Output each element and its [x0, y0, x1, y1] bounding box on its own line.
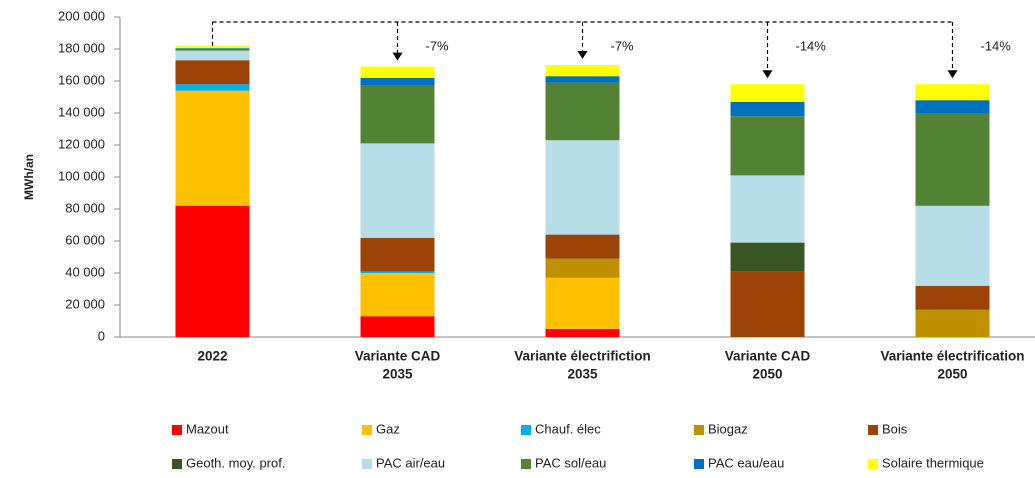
annotation: -14%: [796, 38, 827, 53]
bar-segment: [360, 273, 435, 317]
bar-segment: [175, 90, 250, 206]
bar-segment: [730, 242, 805, 272]
legend-label: Bois: [882, 421, 908, 436]
x-tick-label: 2035: [382, 367, 413, 382]
y-tick-label: 180 000: [58, 40, 105, 55]
legend-label: Solaire thermique: [882, 455, 984, 470]
bar-segment: [545, 277, 620, 329]
bar-segment: [360, 316, 435, 337]
bar-segment: [730, 271, 805, 337]
legend-swatch: [172, 459, 182, 469]
x-tick-label: Variante CAD: [355, 349, 441, 364]
y-tick-label: 100 000: [58, 168, 105, 183]
legend-label: Mazout: [186, 421, 229, 436]
legend-label: Geoth. moy. prof.: [186, 455, 285, 470]
x-tick-label: Variante électrifiction: [514, 349, 651, 364]
bar-segment: [915, 84, 990, 101]
y-tick-label: 140 000: [58, 104, 105, 119]
legend-swatch: [362, 425, 372, 435]
bar-segment: [175, 50, 250, 61]
arrow-head: [392, 52, 403, 61]
legend-swatch: [521, 459, 531, 469]
legend-label: Gaz: [376, 421, 400, 436]
annotation: -7%: [611, 38, 635, 53]
legend-label: Chauf. élec: [535, 421, 601, 436]
bar-segment: [915, 100, 990, 113]
bar-segment: [730, 84, 805, 102]
bar-segment: [360, 271, 435, 273]
legend-label: PAC air/eau: [376, 455, 445, 470]
bar-segment: [175, 84, 250, 91]
bar-segment: [730, 175, 805, 243]
bar-segment: [915, 205, 990, 286]
x-tick-label: 2050: [752, 367, 782, 382]
y-tick-label: 80 000: [65, 200, 105, 215]
legend-swatch: [868, 425, 878, 435]
bar-segment: [360, 143, 435, 238]
bar-segment: [175, 205, 250, 337]
bar-segment: [915, 113, 990, 206]
arrow-head: [762, 70, 773, 79]
arrow-head: [947, 70, 958, 79]
arrow-head: [577, 51, 588, 59]
bar-segment: [545, 329, 620, 337]
legend-label: PAC eau/eau: [708, 455, 784, 470]
bar-segment: [360, 66, 435, 78]
bar-segment: [360, 77, 435, 86]
x-tick-label: Variante CAD: [725, 349, 811, 364]
legend-label: Biogaz: [708, 421, 748, 436]
x-tick-label: 2022: [197, 349, 227, 364]
bar-segment: [545, 82, 620, 141]
legend-swatch: [521, 425, 531, 435]
y-tick-label: 0: [98, 328, 105, 343]
legend-swatch: [172, 425, 182, 435]
bar-segment: [915, 309, 990, 337]
x-tick-label: 2035: [567, 367, 598, 382]
y-tick-label: 60 000: [65, 232, 105, 247]
bar-segment: [175, 49, 250, 51]
y-tick-label: 40 000: [65, 264, 105, 279]
y-tick-label: 160 000: [58, 72, 105, 87]
legend-swatch: [694, 425, 704, 435]
bar-segment: [545, 76, 620, 83]
legend-swatch: [868, 459, 878, 469]
x-tick-label: 2050: [937, 367, 967, 382]
legend-swatch: [694, 459, 704, 469]
bar-segment: [175, 48, 250, 49]
y-tick-label: 200 000: [58, 8, 105, 23]
bar-segment: [545, 65, 620, 77]
y-tick-label: 120 000: [58, 136, 105, 151]
legend-swatch: [362, 459, 372, 469]
y-tick-label: 20 000: [65, 296, 105, 311]
bar-segment: [915, 285, 990, 310]
legend-label: PAC sol/eau: [535, 455, 606, 470]
bar-segment: [545, 258, 620, 278]
y-axis-label: MWh/an: [22, 154, 36, 200]
annotation: -7%: [426, 38, 450, 53]
x-tick-label: Variante électrification: [880, 349, 1024, 364]
bar-segment: [175, 60, 250, 85]
bar-segment: [730, 116, 805, 176]
bar-segment: [545, 140, 620, 235]
bar-segment: [175, 45, 250, 49]
bar-segment: [360, 85, 435, 144]
bar-segment: [545, 234, 620, 259]
annotation: -14%: [981, 38, 1012, 53]
bar-segment: [360, 237, 435, 272]
bar-segment: [730, 101, 805, 117]
